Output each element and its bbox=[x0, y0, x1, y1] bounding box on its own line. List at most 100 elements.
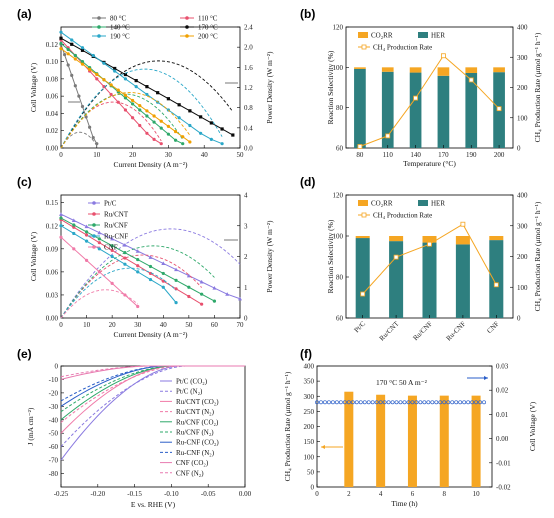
data-point bbox=[116, 88, 120, 92]
x-tick-label: 80 bbox=[356, 151, 364, 159]
data-point bbox=[110, 248, 114, 252]
data-point bbox=[166, 124, 170, 128]
panel-e: (e) -0.25 -0.20 -0.15 -0.10 -0.05 0.00 0 -10 -20 -… bbox=[17, 347, 252, 509]
y-tick-label: 100 bbox=[304, 453, 315, 461]
bar-co2rr bbox=[422, 236, 437, 243]
x-axis-label: E vs. RHE (V) bbox=[131, 500, 176, 509]
data-point bbox=[84, 258, 89, 262]
legend-label: HER bbox=[431, 200, 445, 208]
y-tick-label: 250 bbox=[304, 408, 315, 416]
ch4-point bbox=[360, 291, 366, 297]
data-point bbox=[66, 63, 70, 67]
legend-label: 190 °C bbox=[110, 33, 130, 41]
data-point bbox=[199, 131, 203, 135]
data-point bbox=[148, 255, 153, 259]
data-point bbox=[148, 277, 153, 282]
legend-marker bbox=[97, 34, 101, 38]
y2-axis-label: Cell Voltage (V) bbox=[528, 401, 537, 451]
bar-co2rr bbox=[409, 67, 422, 73]
voltage-point bbox=[350, 400, 355, 405]
y-tick-label: 0.15 bbox=[46, 199, 59, 207]
bar-her bbox=[489, 240, 504, 318]
data-point bbox=[174, 301, 178, 305]
data-point bbox=[152, 120, 156, 124]
panel-label: (f) bbox=[300, 347, 312, 361]
data-point bbox=[97, 230, 102, 235]
legend-label: Ru-CNF (N₂) bbox=[176, 449, 215, 457]
voltage-point bbox=[394, 400, 399, 405]
data-point bbox=[220, 127, 224, 131]
bar-co2rr bbox=[354, 67, 366, 69]
y2-tick-label: 0 bbox=[517, 315, 521, 323]
data-point bbox=[187, 285, 191, 289]
data-point bbox=[188, 140, 192, 144]
ch4-point bbox=[468, 77, 474, 83]
legend-label: Ru-CNF (CO₂) bbox=[176, 439, 219, 447]
data-point bbox=[161, 279, 165, 283]
y2-tick-label: 100 bbox=[517, 114, 528, 122]
y-tick-label: 0.12 bbox=[46, 222, 59, 230]
y2-tick-label: 300 bbox=[517, 54, 528, 62]
y2-tick-label: -0.02 bbox=[496, 484, 511, 492]
data-point bbox=[73, 53, 77, 58]
power-line bbox=[60, 267, 177, 319]
y2-tick-label: 3 bbox=[244, 222, 248, 230]
x-tick-label: 200 bbox=[494, 151, 505, 159]
power-line bbox=[60, 245, 215, 319]
data-point bbox=[102, 78, 106, 82]
y-tick-label: -60 bbox=[49, 443, 59, 451]
data-point bbox=[145, 131, 149, 135]
data-point bbox=[110, 236, 115, 241]
bar-co2rr bbox=[493, 67, 505, 73]
x-tick-label: 8 bbox=[443, 490, 447, 498]
panel-f: (f)0 2 4 6 8 10050100150200250300350400-0.02-… bbox=[283, 347, 537, 508]
data-point bbox=[159, 126, 163, 130]
y2-tick-label: 100 bbox=[517, 284, 528, 292]
legend-label: 140 °C bbox=[110, 24, 130, 32]
legend-label: CO₂RR bbox=[371, 32, 393, 40]
x-tick-label: 10 bbox=[93, 151, 101, 159]
x-tick-label: Ru-CNF bbox=[445, 320, 468, 343]
x-tick-label: Ru/CNT bbox=[378, 319, 401, 342]
y-tick-label: 0.10 bbox=[46, 58, 59, 66]
data-point bbox=[84, 224, 89, 229]
x-tick-label: CNF bbox=[485, 320, 500, 335]
bar-co2rr bbox=[355, 236, 370, 239]
data-point bbox=[84, 239, 89, 243]
y2-tick-label: 0.4 bbox=[244, 124, 253, 132]
voltage-point bbox=[315, 400, 319, 405]
y-tick-label: 350 bbox=[304, 378, 315, 386]
y2-tick-label: 1.2 bbox=[244, 84, 253, 92]
lsv-curve bbox=[60, 365, 245, 423]
legend-marker bbox=[92, 245, 96, 249]
y-tick-label: -70 bbox=[49, 457, 59, 465]
y2-tick-label: 0.8 bbox=[244, 104, 253, 112]
legend-label: Pt/C (CO₂) bbox=[176, 378, 208, 386]
data-point bbox=[152, 137, 156, 141]
data-point bbox=[136, 264, 140, 268]
data-point bbox=[131, 98, 135, 103]
legend-swatch bbox=[358, 200, 368, 206]
legend-label: 170 °C bbox=[198, 24, 218, 32]
panel-label: (e) bbox=[17, 347, 32, 361]
voltage-point bbox=[398, 400, 403, 405]
y-tick-label: -40 bbox=[49, 416, 59, 424]
legend-label: 80 °C bbox=[110, 15, 127, 23]
bar-her bbox=[422, 242, 437, 318]
x-axis-label: Current Density (A m⁻²) bbox=[114, 330, 188, 339]
y2-tick-label: 2.4 bbox=[244, 24, 253, 32]
bar-her bbox=[389, 241, 404, 318]
ch4-point bbox=[413, 95, 418, 101]
data-point bbox=[166, 97, 170, 101]
bar-co2rr bbox=[465, 67, 478, 73]
legend-marker bbox=[361, 212, 367, 218]
data-point bbox=[59, 41, 63, 46]
legend-marker bbox=[92, 223, 96, 227]
ch4-point bbox=[393, 254, 399, 260]
y-tick-label: 0.00 bbox=[46, 315, 59, 323]
panel-label: (d) bbox=[300, 175, 315, 189]
data-point bbox=[110, 244, 114, 248]
data-point bbox=[131, 102, 135, 106]
y-tick-label: 80 bbox=[336, 104, 344, 112]
power-line bbox=[60, 68, 223, 149]
